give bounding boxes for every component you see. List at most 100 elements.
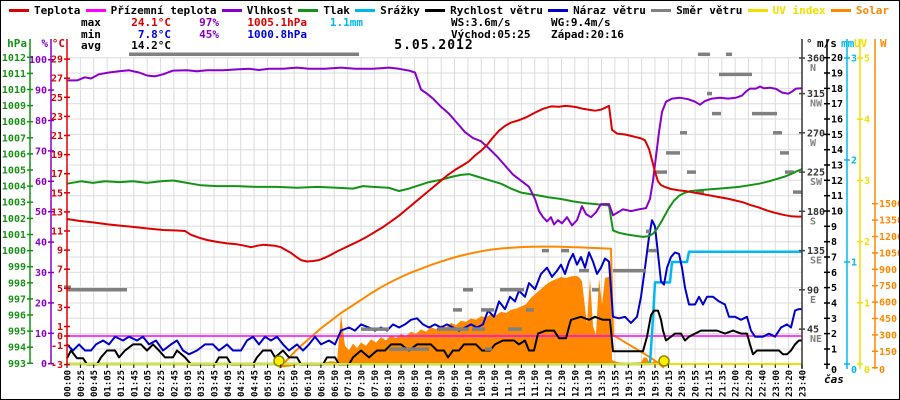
stat-value: 1000.8hPa: [247, 27, 307, 41]
series-wind: [66, 309, 802, 366]
svg-text:W: W: [880, 37, 887, 50]
svg-text:19: 19: [51, 150, 63, 161]
svg-text:300: 300: [879, 330, 897, 341]
svg-text:1003: 1003: [2, 198, 26, 209]
legend-label: UV index: [772, 4, 826, 17]
stat-value: 24.1°C: [131, 16, 171, 29]
svg-text:03:45: 03:45: [211, 370, 221, 397]
svg-text:11:30: 11:30: [518, 370, 528, 397]
legend-swatch-n-raz-v-tru: [548, 9, 569, 12]
svg-text:03:25: 03:25: [197, 370, 207, 397]
svg-text:05:50: 05:50: [291, 370, 301, 397]
stat-value: WG:9.4m/s: [551, 16, 611, 29]
svg-text:16: 16: [831, 115, 843, 126]
svg-text:0: 0: [57, 332, 63, 343]
svg-text:9: 9: [831, 222, 837, 233]
svg-text:3: 3: [864, 176, 870, 187]
svg-text:04:05: 04:05: [224, 370, 234, 397]
legend-item-sr-ky: Srážky: [355, 4, 420, 17]
svg-text:09:10: 09:10: [424, 370, 434, 397]
svg-text:07:10: 07:10: [344, 370, 354, 397]
svg-text:2: 2: [864, 237, 870, 248]
svg-text:315: 315: [807, 89, 825, 100]
svg-text:2: 2: [831, 329, 837, 340]
x-axis: 00:00 00:25 00:45 01:05 01:25 01:45 02:05 02:25…: [64, 364, 844, 397]
legend-label: Směr větru: [676, 4, 743, 17]
svg-text:02:25: 02:25: [157, 370, 167, 397]
svg-text:17: 17: [51, 169, 63, 180]
svg-text:°: °: [806, 37, 813, 50]
legend-item-vlhkost: Vlhkost: [221, 4, 293, 17]
svg-text:450: 450: [879, 314, 897, 325]
svg-text:20: 20: [35, 298, 47, 309]
svg-text:900: 900: [879, 265, 897, 276]
svg-text:07:30: 07:30: [358, 370, 368, 397]
svg-text:00:45: 00:45: [90, 370, 100, 397]
legend: Teplota Přízemní teplota Vlhkost Tlak Srážky…: [9, 4, 889, 17]
stats-row: min 7.8°C 45% 1000.8hPa: [81, 27, 371, 41]
svg-text:06:30: 06:30: [317, 370, 327, 397]
svg-text:1010: 1010: [2, 85, 26, 96]
svg-text:1: 1: [864, 298, 870, 309]
svg-text:19:35: 19:35: [638, 370, 648, 397]
legend-item-uv-index: UV index: [747, 4, 826, 17]
svg-text:1200: 1200: [879, 232, 900, 243]
svg-text:22:40: 22:40: [758, 370, 768, 397]
svg-text:N: N: [810, 63, 816, 74]
legend-swatch-solar: [830, 9, 851, 12]
svg-text:SW: SW: [810, 177, 823, 188]
svg-text:13:10: 13:10: [585, 370, 595, 397]
axis-W: W15001350120010509007506004503001500: [872, 37, 900, 376]
legend-swatch-vlhkost: [221, 9, 242, 12]
svg-text:13:55: 13:55: [611, 370, 621, 397]
series-rain: [67, 250, 802, 366]
svg-text:19: 19: [831, 69, 843, 80]
svg-text:40: 40: [35, 238, 47, 249]
svg-text:mm: mm: [841, 37, 855, 50]
svg-text:08:30: 08:30: [398, 370, 408, 397]
svg-text:70: 70: [35, 146, 47, 157]
svg-text:1350: 1350: [879, 216, 900, 227]
legend-item-rychlost-v-tru: Rychlost větru: [425, 4, 543, 17]
svg-text:hPa: hPa: [7, 37, 27, 50]
svg-text:01:45: 01:45: [130, 370, 140, 397]
svg-text:1: 1: [57, 322, 63, 333]
stats-row: avg 14.2°C: [81, 40, 371, 52]
svg-text:17: 17: [831, 99, 843, 110]
svg-text:225: 225: [807, 168, 825, 179]
svg-text:0: 0: [851, 365, 857, 376]
series-temperature: [66, 104, 802, 263]
svg-text:23:40: 23:40: [799, 370, 809, 397]
legend-label: Teplota: [34, 4, 81, 17]
svg-text:19:15: 19:15: [625, 370, 635, 397]
svg-text:10: 10: [35, 329, 47, 340]
svg-text:10:30: 10:30: [478, 370, 488, 397]
stats-row: Východ:05:25 Západ:20:16: [451, 27, 659, 41]
svg-text:m/s: m/s: [817, 37, 837, 50]
svg-text:10: 10: [831, 207, 843, 218]
svg-text:11: 11: [51, 227, 63, 238]
svg-text:993: 993: [8, 359, 26, 370]
svg-text:NE: NE: [810, 334, 822, 345]
stats-right: WS:3.6m/s WG:9.4m/s Východ:05:25 Západ:20:1…: [451, 17, 659, 40]
svg-text:100: 100: [29, 55, 47, 66]
stat-value: Západ:20:16: [551, 27, 624, 41]
svg-text:14: 14: [831, 145, 843, 156]
axis-hPa: hPa 1012 1011 1010 1009 1008 1007 1006 1005 1004 1…: [2, 37, 33, 370]
svg-text:150: 150: [879, 347, 897, 358]
svg-text:0: 0: [864, 365, 870, 376]
legend-swatch-rychlost-v-tru: [425, 9, 446, 12]
svg-text:4: 4: [864, 115, 870, 126]
svg-text:750: 750: [879, 281, 897, 292]
svg-text:1: 1: [851, 258, 857, 269]
stat-value: min: [81, 27, 101, 41]
svg-text:21:35: 21:35: [718, 370, 728, 397]
svg-text:2: 2: [851, 156, 857, 167]
svg-text:996: 996: [8, 311, 26, 322]
svg-text:21: 21: [51, 131, 63, 142]
svg-text:1006: 1006: [2, 149, 26, 160]
svg-text:00:00: 00:00: [64, 370, 74, 397]
svg-text:E: E: [810, 295, 816, 306]
